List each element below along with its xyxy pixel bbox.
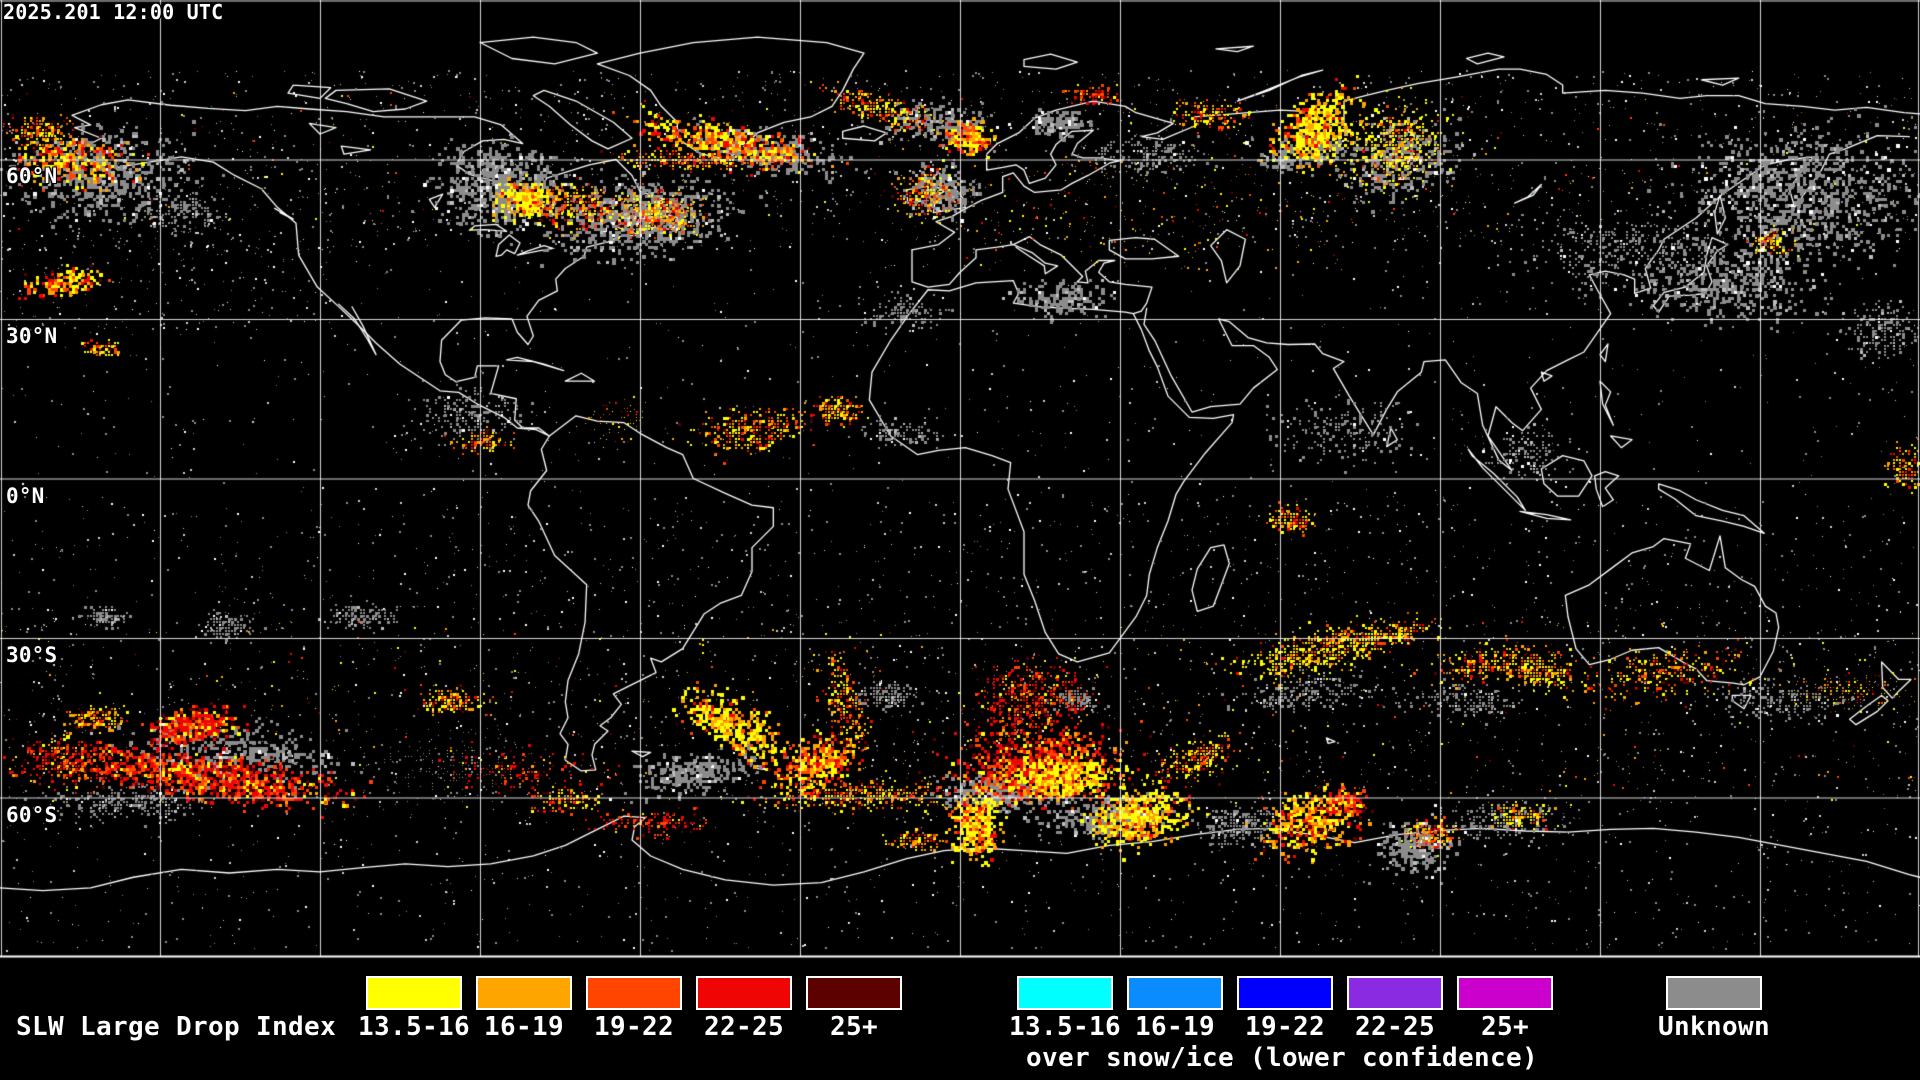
legend-label-snow-ice-25+: 25+	[1480, 1012, 1530, 1042]
legend-snow-ice-caption: over snow/ice (lower confidence)	[1025, 1043, 1539, 1073]
legend-label-snow-ice-16-19: 16-19	[1134, 1012, 1216, 1042]
legend-label-standard-19-22: 19-22	[593, 1012, 675, 1042]
legend-swatch-unknown	[1666, 976, 1762, 1010]
legend-swatch-standard-25+	[806, 976, 902, 1010]
lat-label-30n: 30°N	[6, 324, 58, 348]
legend-label-standard-25+: 25+	[829, 1012, 879, 1042]
legend-swatch-standard-19-22	[586, 976, 682, 1010]
world-map-canvas	[0, 0, 1920, 960]
lat-label-30s: 30°S	[6, 643, 58, 667]
legend-swatch-snow-ice-25+	[1457, 976, 1553, 1010]
legend-label-standard-13.5-16: 13.5-16	[357, 1012, 471, 1042]
lat-label-60s: 60°S	[6, 803, 58, 827]
legend-label-snow-ice-22-25: 22-25	[1354, 1012, 1436, 1042]
legend-swatch-snow-ice-13.5-16	[1017, 976, 1113, 1010]
legend-label-standard-22-25: 22-25	[703, 1012, 785, 1042]
lat-label-60n: 60°N	[6, 164, 58, 188]
legend-label-standard-16-19: 16-19	[483, 1012, 565, 1042]
legend-swatch-snow-ice-19-22	[1237, 976, 1333, 1010]
legend-swatch-snow-ice-16-19	[1127, 976, 1223, 1010]
legend-swatch-standard-16-19	[476, 976, 572, 1010]
legend-title: SLW Large Drop Index	[16, 1012, 337, 1042]
timestamp-label: 2025.201 12:00 UTC	[3, 0, 224, 24]
legend-swatch-snow-ice-22-25	[1347, 976, 1443, 1010]
legend-swatch-standard-22-25	[696, 976, 792, 1010]
lat-label-0n: 0°N	[6, 484, 45, 508]
legend-label-unknown: Unknown	[1657, 1012, 1771, 1042]
legend-swatch-standard-13.5-16	[366, 976, 462, 1010]
legend-label-snow-ice-13.5-16: 13.5-16	[1008, 1012, 1122, 1042]
legend-label-snow-ice-19-22: 19-22	[1244, 1012, 1326, 1042]
